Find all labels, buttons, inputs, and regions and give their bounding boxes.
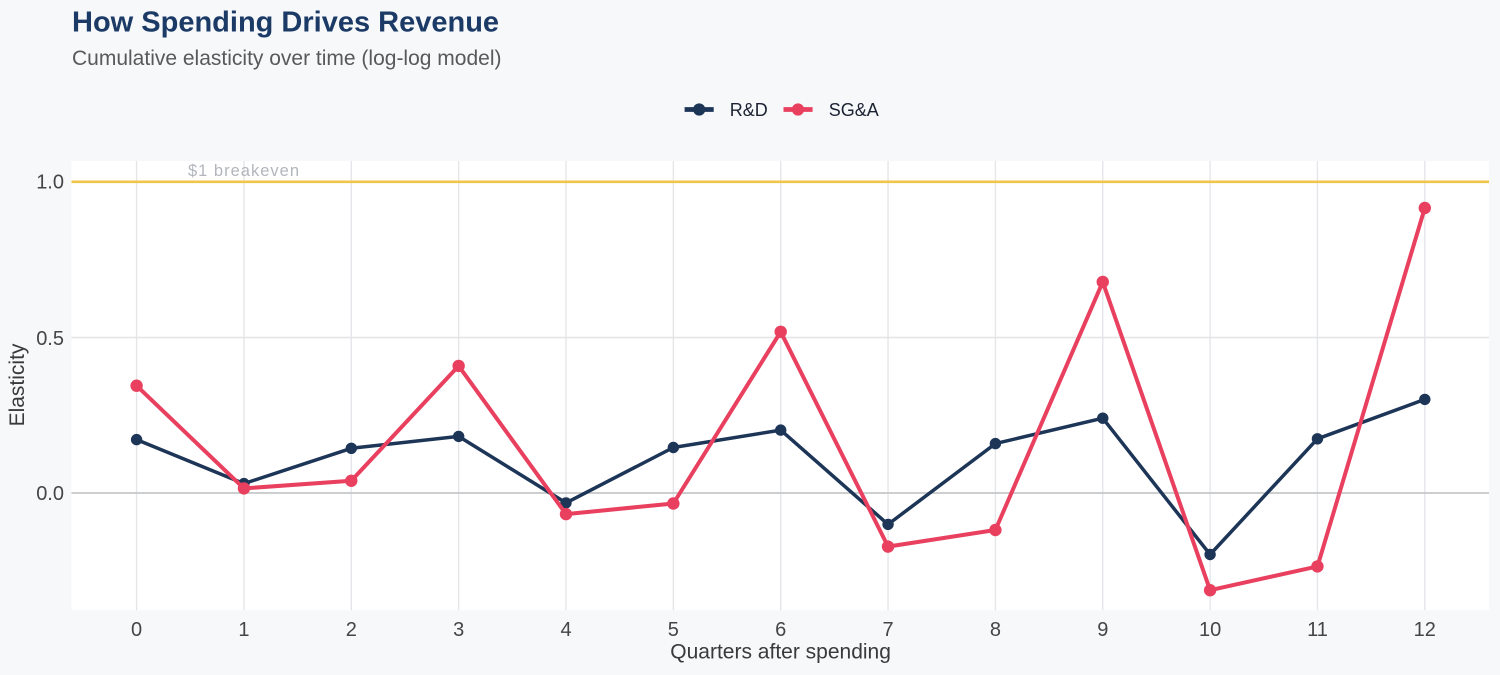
svg-text:1: 1: [238, 619, 249, 641]
svg-text:1.0: 1.0: [36, 172, 64, 194]
svg-text:SG&A: SG&A: [829, 100, 879, 120]
svg-text:Cumulative elasticity over tim: Cumulative elasticity over time (log-log…: [72, 47, 502, 70]
svg-text:How Spending Drives Revenue: How Spending Drives Revenue: [72, 7, 499, 39]
svg-text:$1 breakeven: $1 breakeven: [188, 162, 300, 180]
svg-text:0.0: 0.0: [36, 483, 64, 505]
svg-text:0: 0: [131, 619, 142, 641]
svg-text:0.5: 0.5: [36, 328, 64, 350]
svg-text:8: 8: [990, 619, 1001, 641]
svg-text:Elasticity: Elasticity: [6, 343, 29, 426]
svg-text:3: 3: [453, 619, 464, 641]
svg-text:Quarters after spending: Quarters after spending: [670, 641, 891, 664]
svg-text:2: 2: [346, 619, 357, 641]
svg-text:7: 7: [882, 619, 893, 641]
svg-text:10: 10: [1199, 619, 1221, 641]
svg-text:11: 11: [1307, 619, 1328, 641]
svg-text:4: 4: [560, 619, 571, 641]
svg-text:6: 6: [775, 619, 786, 641]
svg-text:5: 5: [668, 619, 679, 641]
svg-text:9: 9: [1097, 619, 1108, 641]
svg-text:12: 12: [1414, 619, 1436, 641]
svg-text:R&D: R&D: [730, 100, 768, 120]
